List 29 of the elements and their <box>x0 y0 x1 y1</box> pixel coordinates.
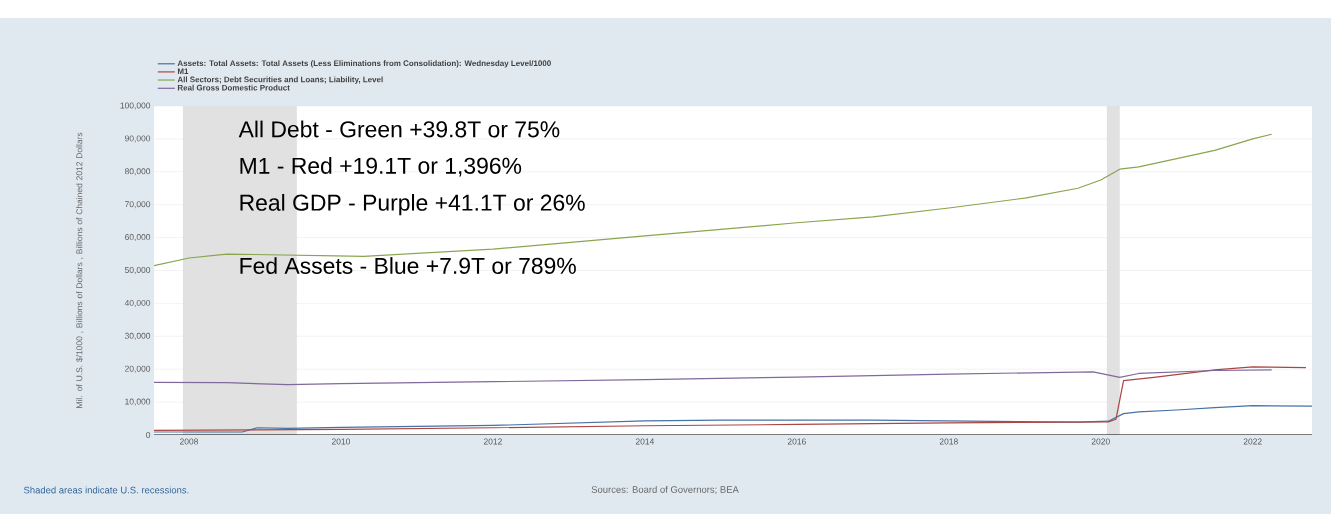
y-tick-label: 20,000 <box>125 365 151 373</box>
annotation: M1 - Red +19.1T or 1,396% <box>240 157 522 177</box>
y-axis-title: Mil. of U.S. $/1000 , Billions of Dollars , Billions of Chained 2012 Dollars <box>75 132 84 408</box>
x-tick-label: 2014 <box>635 438 655 445</box>
line-series <box>154 369 1273 386</box>
x-tick-label: 2010 <box>331 438 351 445</box>
x-tick-label: 2016 <box>787 438 806 445</box>
y-tick-label: 100,000 <box>120 102 151 110</box>
y-tick-label: 40,000 <box>124 299 151 307</box>
line-series <box>154 366 1307 431</box>
text: Shaded areas indicate U.S. recessions. <box>23 486 189 494</box>
y-tick-label: 70,000 <box>125 201 151 209</box>
x-tick-label: 2008 <box>179 438 199 445</box>
y-tick-label: 50,000 <box>124 266 151 274</box>
annotation: Fed Assets - Blue +7.9T or 789% <box>240 257 576 274</box>
x-tick-label: 2012 <box>483 438 502 445</box>
y-tick-label: 0 <box>146 431 151 438</box>
y-tick-label: 80,000 <box>124 168 151 176</box>
y-tick-label: 60,000 <box>125 234 151 242</box>
y-tick-label: 30,000 <box>124 332 151 340</box>
annotation: Real GDP - Purple +41.1T or 26% <box>240 194 585 216</box>
x-tick-label: 2020 <box>1091 438 1110 445</box>
y-tick-label: 10,000 <box>125 398 151 406</box>
line-series <box>154 405 1312 433</box>
x-tick-label: 2022 <box>1243 438 1262 445</box>
x-tick-label: 2018 <box>939 438 958 445</box>
source-note: Sources: Board of Governors; BEA <box>591 485 739 495</box>
y-tick-label: 90,000 <box>124 135 151 143</box>
annotation: All Debt - Green +39.8T or 75% <box>238 120 560 138</box>
